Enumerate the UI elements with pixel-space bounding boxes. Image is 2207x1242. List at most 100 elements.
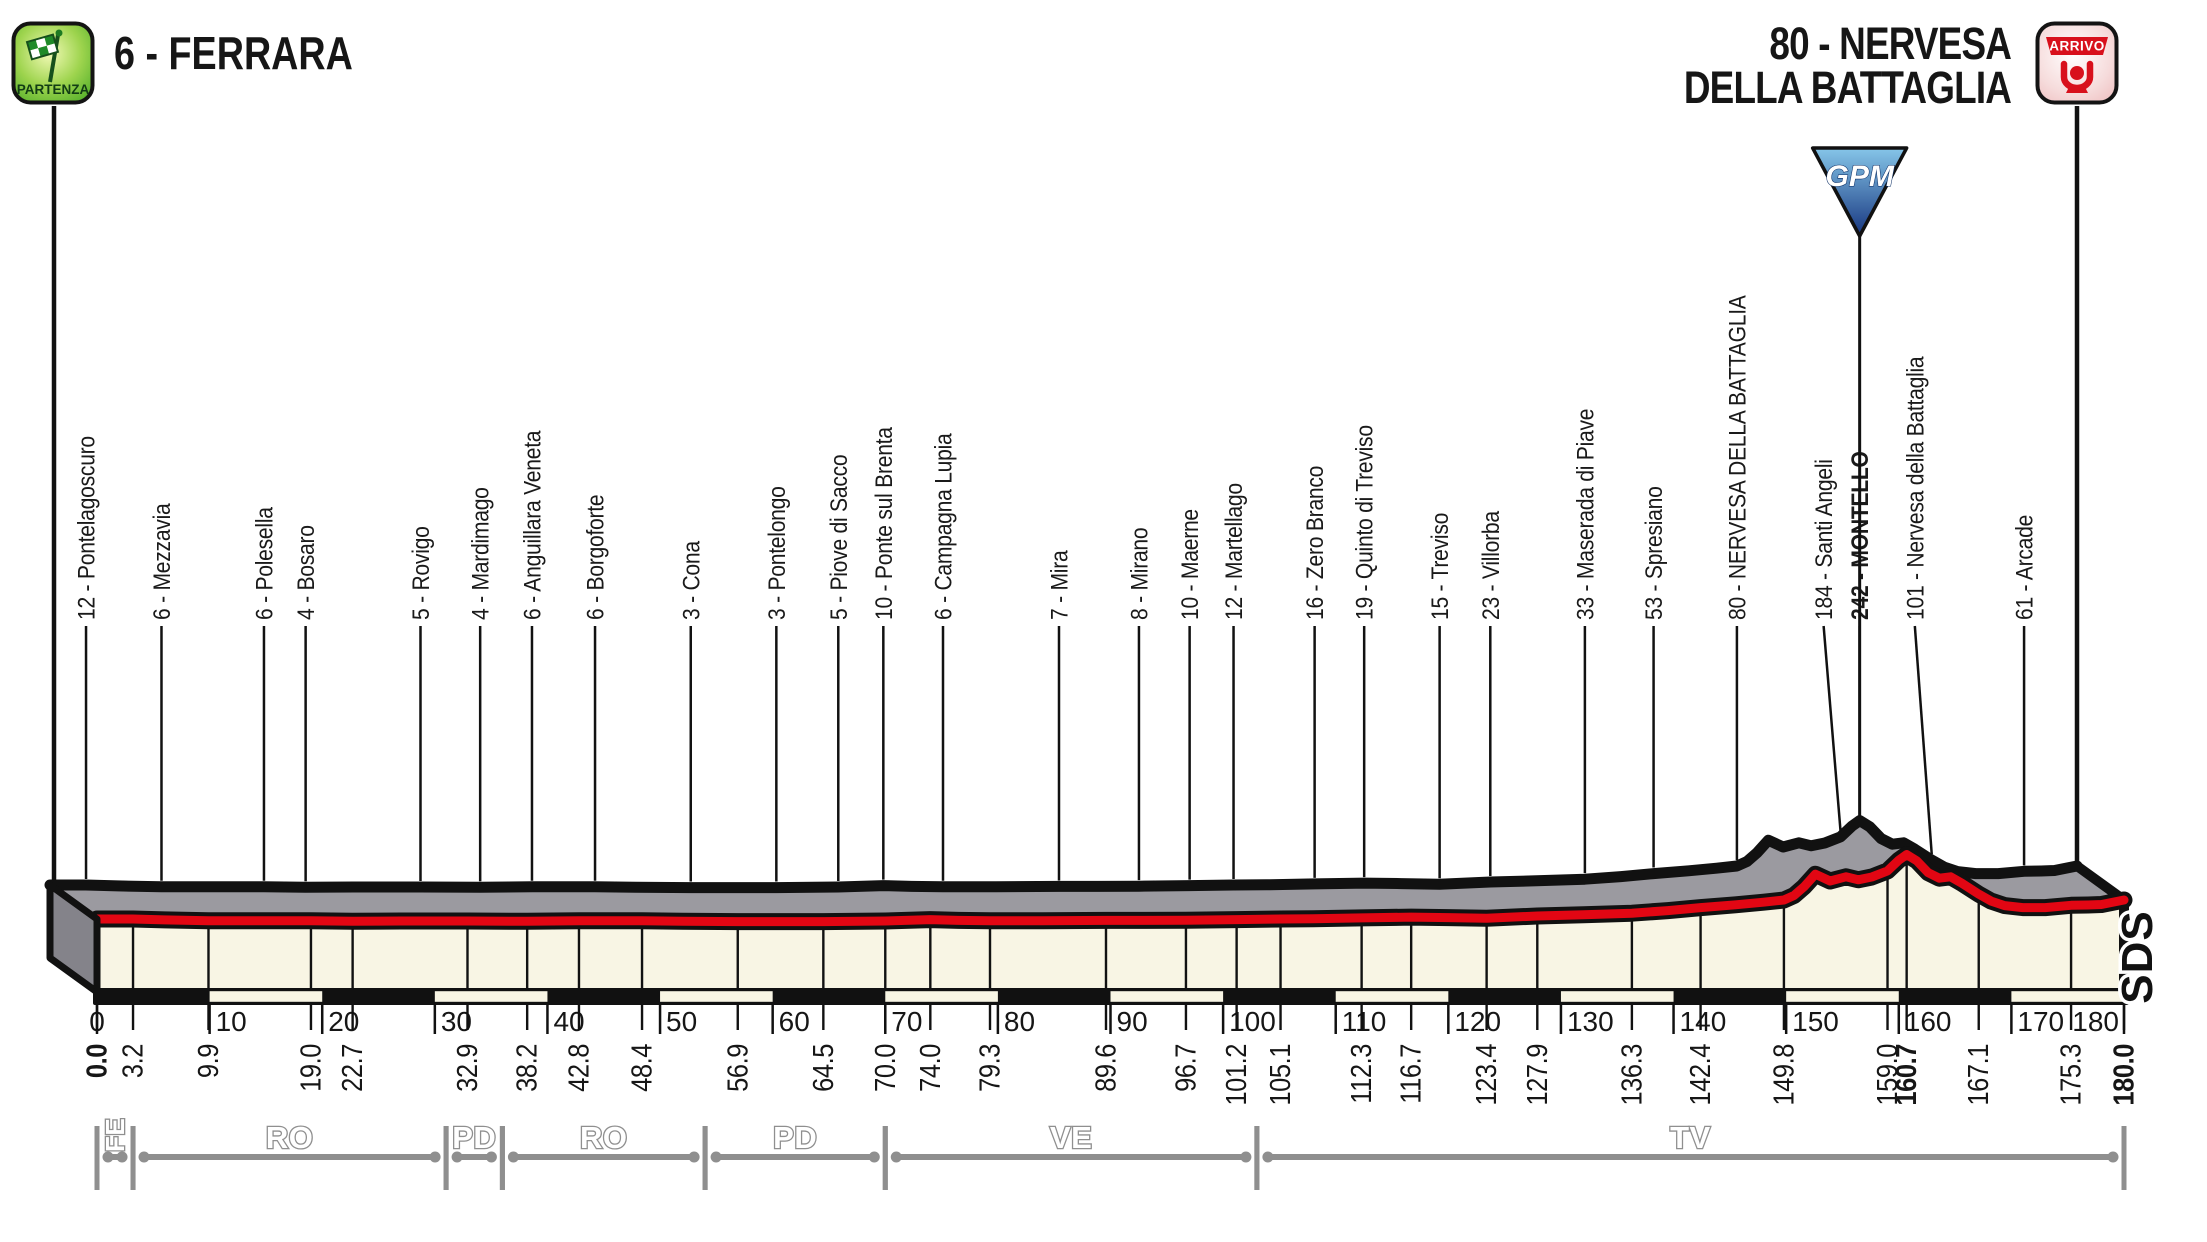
waypoint-label: 16 - Zero Branco — [1302, 466, 1329, 620]
waypoint-leader-line — [1913, 625, 1933, 855]
waypoint-label: 4 - Mardimago — [467, 487, 494, 620]
km-major-label: 90 — [1117, 1006, 1148, 1037]
km-major-label: 120 — [1454, 1006, 1501, 1037]
waypoint-labels: 12 - Pontelagoscuro 6 - Mezzavia 6 - Poles… — [73, 294, 2038, 882]
waypoint-label: 12 - Pontelagoscuro — [73, 436, 100, 620]
province-label: FE — [100, 1118, 130, 1152]
distance-bar-band — [434, 991, 548, 1002]
waypoint-label: 6 - Anguillara Veneta — [519, 430, 546, 620]
km-major-label: 180 — [2072, 1006, 2119, 1037]
stage-finish-title: 80 - NERVESA DELLA BATTAGLIA — [1683, 18, 2012, 113]
waypoint-km-value: 56.9 — [721, 1044, 754, 1092]
waypoint-grid-lines — [131, 860, 2073, 992]
waypoint-km-value: 149.8 — [1767, 1044, 1800, 1106]
partenza-badge-label: PARTENZA — [17, 82, 90, 97]
waypoint-km-value: 38.2 — [510, 1044, 543, 1092]
waypoint-km-value: 48.4 — [625, 1044, 658, 1092]
waypoint-km-value: 22.7 — [336, 1044, 369, 1092]
waypoint-label: 6 - Polesella — [251, 507, 278, 620]
waypoint-km-value: 127.9 — [1520, 1044, 1553, 1106]
partenza-start-icon: PARTENZA — [11, 21, 95, 105]
province-label: VE — [1050, 1120, 1092, 1155]
arrivo-banner-icon: ARRIVO — [2046, 37, 2108, 55]
waypoint-label: 33 - Maserada di Piave — [1572, 409, 1599, 620]
waypoint-label: 5 - Rovigo — [408, 526, 435, 620]
profile-top-edge — [44, 815, 2083, 894]
waypoint-label: 184 - Santi Angeli — [1811, 459, 1838, 620]
waypoint-km-value: 3.2 — [116, 1044, 149, 1078]
waypoint-label: 19 - Quinto di Treviso — [1351, 425, 1378, 620]
km-major-label: 150 — [1792, 1006, 1839, 1037]
distance-bar-band — [209, 991, 323, 1002]
km-major-label: 50 — [666, 1006, 697, 1037]
sds-watermark: SDS — [2113, 910, 2162, 1003]
waypoint-km-value: 105.1 — [1264, 1044, 1297, 1106]
waypoint-label: 6 - Campagna Lupia — [930, 433, 957, 620]
waypoint-km-value: 32.9 — [450, 1044, 483, 1092]
distance-bar-band — [885, 991, 998, 1002]
waypoint-km-value: 167.1 — [1962, 1044, 1995, 1106]
checkered-flag-icon — [25, 29, 63, 83]
waypoint-km-value: 159.0 — [1870, 1044, 1903, 1106]
distance-bar-band — [1335, 991, 1449, 1002]
province-label: RO — [580, 1120, 628, 1155]
km-major-label: 140 — [1680, 1006, 1727, 1037]
arrivo-finish-icon: ARRIVO — [2035, 21, 2119, 105]
waypoint-km-values: 0.0 3.2 9.9 19.0 22.7 32.9 38.2 42.8 48.4 56.9 64.… — [80, 1005, 2140, 1106]
gpm-badge-label: GPM — [1825, 160, 1894, 193]
distance-bar-band — [1560, 991, 1674, 1002]
waypoint-km-value: 96.7 — [1169, 1044, 1202, 1092]
waypoint-km-value: 19.0 — [294, 1044, 327, 1092]
waypoint-km-value: 79.3 — [973, 1044, 1006, 1092]
stage-start-title: 6 - FERRARA — [114, 27, 353, 79]
gpm-triangle-icon — [1810, 146, 1909, 238]
province-label: PD — [452, 1120, 496, 1155]
waypoint-km-value: 64.5 — [806, 1044, 839, 1092]
km-major-label: 160 — [1905, 1006, 1952, 1037]
km-major-label: 70 — [891, 1006, 922, 1037]
waypoint-km-value: 70.0 — [868, 1044, 901, 1092]
waypoint-km-value: 89.6 — [1089, 1044, 1122, 1092]
waypoint-leader-line — [1822, 625, 1842, 831]
waypoint-km-value: 123.4 — [1470, 1044, 1503, 1106]
waypoint-label: 10 - Maerne — [1177, 509, 1204, 620]
elevation-line — [88, 846, 2133, 931]
waypoint-label: 12 - Martellago — [1221, 483, 1248, 620]
waypoint-label: 10 - Ponte sul Brenta — [871, 427, 898, 620]
waypoint-km-value: 175.3 — [2054, 1044, 2087, 1106]
elevation-red-line — [92, 850, 2129, 927]
distance-bar-band — [2011, 991, 2124, 1002]
waypoint-label: 8 - Mirano — [1126, 528, 1153, 620]
waypoint-km-value: 160.7 — [1890, 1044, 1923, 1106]
km-major-label: 170 — [2017, 1006, 2064, 1037]
waypoint-label: 61 - Arcade — [2011, 515, 2038, 620]
waypoint-km-value: 180.0 — [2107, 1044, 2140, 1106]
waypoint-label: 6 - Mezzavia — [149, 503, 176, 620]
waypoint-label: 6 - Borgoforte — [582, 495, 609, 620]
stage-finish-title-line1: 80 - NERVESA — [1769, 18, 2012, 69]
waypoint-km-value: 101.2 — [1220, 1044, 1253, 1106]
waypoint-label: 5 - Piove di Sacco — [826, 455, 853, 620]
province-bar: FE RO PD RO PD VE TV — [94, 1116, 2127, 1190]
km-major-label: 10 — [216, 1006, 247, 1037]
province-label: RO — [266, 1120, 314, 1155]
waypoint-label: 15 - Treviso — [1427, 513, 1454, 620]
waypoint-label: 3 - Pontelongo — [764, 486, 791, 620]
distance-bar-band — [660, 991, 773, 1002]
province-label: PD — [773, 1120, 817, 1155]
waypoint-km-value: 136.3 — [1615, 1044, 1648, 1106]
waypoint-label: 53 - Spresiano — [1641, 486, 1668, 620]
km-major-label: 60 — [779, 1006, 810, 1037]
gpm-badge: GPM — [1810, 146, 1909, 816]
km-major-label: 130 — [1567, 1006, 1614, 1037]
province-label: TV — [1670, 1120, 1711, 1155]
stage-finish-title-line2: DELLA BATTAGLIA — [1683, 62, 2012, 113]
km-major-label: 20 — [328, 1006, 359, 1037]
distance-bar-band — [1786, 991, 1899, 1002]
waypoint-km-value: 0.0 — [80, 1044, 113, 1078]
waypoint-km-value: 112.3 — [1345, 1044, 1378, 1104]
distance-bar-band — [1110, 991, 1224, 1002]
waypoint-label: 3 - Cona — [678, 540, 705, 620]
waypoint-label: 4 - Bosaro — [293, 525, 320, 620]
